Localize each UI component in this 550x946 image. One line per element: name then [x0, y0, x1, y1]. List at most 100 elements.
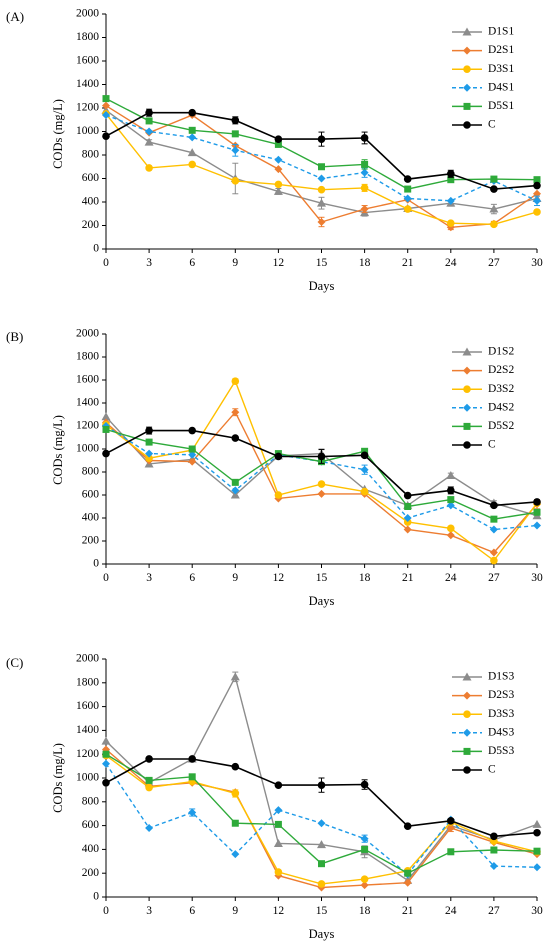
data-point	[403, 205, 412, 213]
data-point	[317, 174, 326, 183]
y-axis-title: CODs (mg/L)	[51, 99, 65, 169]
data-point	[490, 832, 498, 841]
y-tick-label: 600	[82, 819, 100, 831]
data-point	[533, 863, 541, 872]
legend-label: D1S3	[488, 671, 514, 683]
series-c	[102, 108, 541, 193]
x-tick-label: 6	[189, 905, 195, 917]
legend-label: D1S1	[488, 26, 514, 38]
data-point	[317, 781, 326, 789]
data-point	[274, 820, 282, 828]
data-point	[317, 489, 326, 498]
x-tick-label: 0	[103, 572, 109, 584]
data-point	[533, 181, 541, 190]
data-point	[102, 101, 110, 110]
y-tick-label: 1400	[76, 78, 99, 90]
data-point	[489, 525, 498, 534]
legend-marker	[463, 83, 471, 92]
data-point	[404, 185, 412, 193]
x-tick-label: 9	[232, 905, 238, 917]
panel-label: (A)	[6, 9, 24, 24]
y-tick-label: 2000	[76, 8, 99, 20]
series-line	[105, 379, 538, 562]
data-point	[404, 503, 412, 510]
x-tick-label: 6	[189, 257, 195, 269]
legend-label: D4S1	[488, 81, 514, 93]
data-point	[145, 823, 154, 832]
data-point	[274, 180, 283, 189]
data-point	[447, 496, 455, 504]
legend-marker	[463, 728, 471, 737]
legend-label: D2S3	[488, 689, 514, 701]
x-tick-label: 6	[189, 572, 195, 584]
data-point	[102, 132, 110, 140]
x-axis-title: Days	[309, 594, 335, 608]
data-point	[231, 146, 240, 155]
data-point	[231, 116, 240, 125]
data-point	[145, 164, 153, 172]
data-point	[447, 524, 455, 533]
x-tick-label: 15	[316, 905, 328, 917]
series-line	[105, 416, 538, 517]
legend-marker	[463, 710, 471, 718]
data-point	[360, 184, 369, 192]
data-point	[360, 168, 369, 177]
data-point	[533, 847, 541, 855]
data-point	[101, 736, 111, 745]
legend-label: D4S2	[488, 401, 514, 413]
y-tick-label: 1800	[76, 351, 99, 363]
data-point	[231, 850, 240, 859]
legend-label: C	[488, 764, 496, 776]
data-point	[318, 163, 325, 171]
data-point	[145, 127, 154, 136]
data-point	[490, 501, 498, 510]
data-point	[188, 450, 197, 459]
data-point	[274, 140, 282, 148]
x-tick-label: 0	[103, 905, 109, 917]
legend-marker	[463, 691, 471, 700]
data-point	[102, 425, 110, 433]
data-point	[360, 465, 369, 474]
data-point	[145, 426, 153, 435]
data-point	[446, 823, 455, 832]
legend-marker	[463, 747, 471, 755]
x-tick-label: 15	[316, 257, 328, 269]
y-tick-label: 0	[93, 558, 99, 570]
data-point	[274, 806, 283, 815]
y-tick-label: 0	[93, 243, 99, 255]
y-tick-label: 2000	[76, 328, 99, 340]
y-tick-label: 1200	[76, 102, 99, 114]
data-point	[361, 845, 369, 853]
data-point	[446, 470, 456, 479]
legend-label: C	[488, 439, 496, 451]
data-point	[187, 148, 197, 157]
data-point	[533, 521, 541, 530]
y-tick-label: 1800	[76, 31, 99, 43]
legend: D1S1 D2S1 D3S1 D4S1 D5S1 C	[452, 26, 514, 131]
data-point	[231, 177, 240, 185]
y-tick-label: 400	[82, 843, 100, 855]
data-point	[274, 165, 283, 174]
data-point	[489, 862, 498, 871]
panel-label: (B)	[6, 329, 23, 344]
data-point	[231, 819, 239, 827]
series-d5s3	[102, 750, 541, 877]
x-tick-label: 18	[359, 572, 371, 584]
data-point	[489, 548, 498, 557]
series-d2s3	[102, 745, 541, 892]
data-point	[533, 828, 541, 837]
legend-label: D3S3	[488, 708, 514, 720]
series-line	[105, 753, 538, 874]
data-point	[317, 480, 326, 488]
x-tick-label: 18	[359, 905, 371, 917]
data-point	[145, 117, 153, 125]
data-point	[533, 508, 541, 516]
y-tick-label: 400	[82, 196, 100, 208]
y-tick-label: 800	[82, 466, 100, 478]
legend-label: D5S3	[488, 745, 514, 757]
legend-marker	[462, 27, 472, 36]
data-point	[533, 498, 541, 506]
data-point	[231, 130, 239, 138]
series-d5s2	[102, 425, 541, 523]
data-point	[404, 869, 412, 877]
